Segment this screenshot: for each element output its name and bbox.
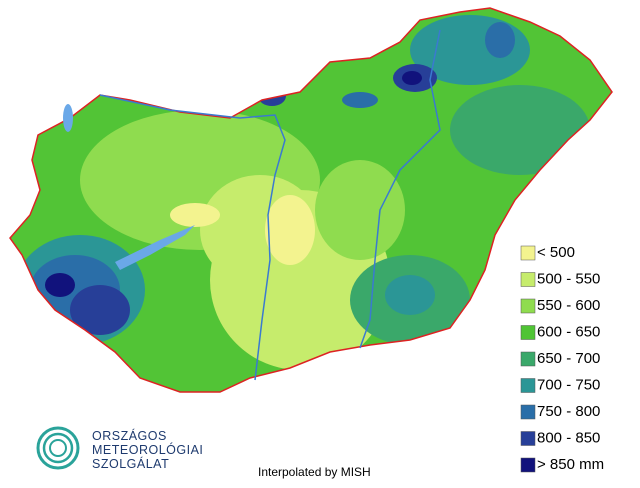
legend-label: < 500	[537, 244, 575, 261]
logo-line: ORSZÁGOS	[92, 428, 167, 443]
legend-label: 800 - 850	[537, 429, 600, 446]
legend-swatch	[520, 351, 536, 367]
logo: ORSZÁGOS METEOROLÓGIAI SZOLGÁLAT	[36, 426, 203, 471]
legend-label: 500 - 550	[537, 270, 600, 287]
legend-swatch	[520, 404, 536, 420]
lake-ferto	[63, 104, 73, 132]
legend: < 500 500 - 550 550 - 600 600 - 650 650 - 70…	[520, 244, 604, 473]
legend-swatch	[520, 431, 536, 446]
legend-swatch	[520, 325, 536, 340]
credit: Interpolated by MISH	[258, 465, 371, 479]
logo-line: SZOLGÁLAT	[92, 456, 169, 471]
tisza	[359, 29, 441, 349]
legend-swatch	[520, 378, 536, 393]
legend-label: 700 - 750	[537, 376, 600, 393]
legend-label: > 850 mm	[537, 456, 604, 473]
logo-line: METEOROLÓGIAI	[92, 442, 203, 457]
legend-swatch	[520, 298, 536, 314]
lake-balaton	[115, 225, 195, 270]
legend-label: 550 - 600	[537, 297, 600, 314]
legend-label: 650 - 700	[537, 350, 600, 367]
legend-swatch	[520, 272, 536, 287]
legend-swatch	[520, 245, 536, 261]
border	[9, 7, 613, 393]
legend-swatch	[520, 457, 536, 473]
legend-label: 600 - 650	[537, 323, 600, 340]
legend-label: 750 - 800	[537, 403, 600, 420]
danube	[99, 94, 286, 381]
